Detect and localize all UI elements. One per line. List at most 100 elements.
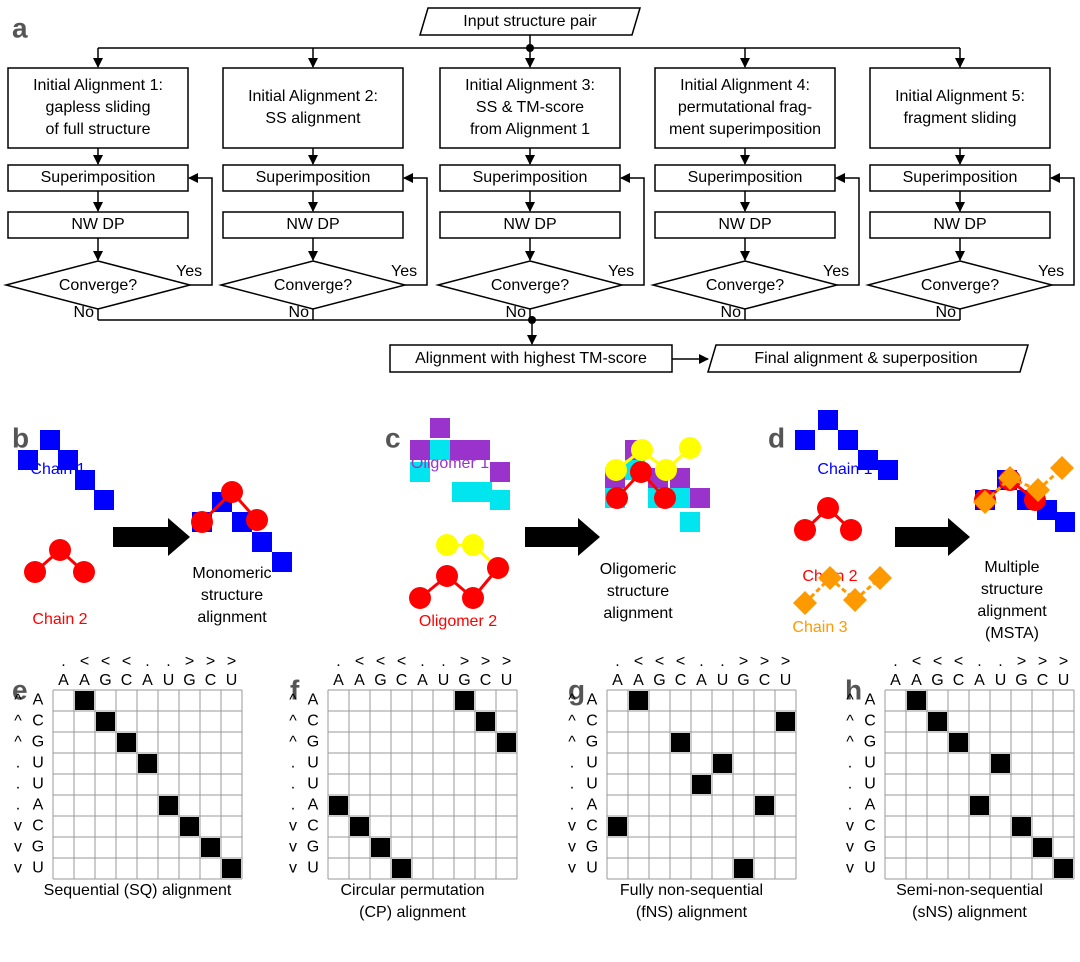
residue-circle [246, 509, 268, 531]
residue-diamond [973, 490, 997, 514]
residue-circle [462, 534, 484, 556]
top-structure: < [122, 653, 131, 670]
top-structure: < [634, 653, 643, 670]
no-label: No [74, 304, 95, 321]
residue-circle [655, 459, 677, 481]
residue-square [94, 490, 114, 510]
converge-text: Converge? [706, 277, 784, 294]
connector [403, 173, 428, 286]
top-sequence: G [374, 672, 386, 689]
dp-box [654, 211, 836, 239]
left-sequence: U [864, 755, 876, 772]
connector [620, 173, 645, 286]
big-arrow [895, 518, 970, 556]
left-structure: v [289, 839, 297, 856]
residue-circle [654, 487, 676, 509]
chain-label: Chain 1 [30, 461, 85, 478]
residue-circle [817, 497, 839, 519]
residue-square [410, 440, 430, 460]
matrix-caption: (fNS) alignment [636, 904, 748, 921]
residue-square [472, 482, 492, 502]
left-structure: v [289, 860, 297, 877]
left-sequence: U [864, 860, 876, 877]
left-sequence: G [307, 839, 319, 856]
residue-square [818, 410, 838, 430]
top-structure: > [1038, 653, 1047, 670]
result-text: alignment [197, 609, 267, 626]
dp-text: NW DP [503, 216, 556, 233]
top-structure: > [460, 653, 469, 670]
residue-circle [409, 587, 431, 609]
initial-text: gapless sliding [46, 99, 151, 116]
initial-text: ment superimposition [669, 121, 821, 138]
left-sequence: U [307, 776, 319, 793]
chain-label: Chain 1 [817, 461, 872, 478]
aligned-cell [138, 754, 157, 773]
aligned-cell [970, 796, 989, 815]
aligned-cell [392, 859, 411, 878]
residue-circle [436, 565, 458, 587]
residue-square [470, 440, 490, 460]
dp-text: NW DP [286, 216, 339, 233]
residue-square [410, 462, 430, 482]
left-sequence: G [864, 839, 876, 856]
residue-diamond [1050, 456, 1074, 480]
left-sequence: U [586, 755, 598, 772]
aligned-cell [734, 859, 753, 878]
aligned-cell [455, 691, 474, 710]
left-sequence: U [307, 860, 319, 877]
aligned-cell [755, 796, 774, 815]
panel-label: a [12, 12, 28, 43]
top-sequence: A [974, 672, 985, 689]
residue-square [690, 488, 710, 508]
left-sequence: U [586, 860, 598, 877]
residue-square [680, 512, 700, 532]
left-structure: ^ [289, 734, 297, 751]
residue-circle [73, 561, 95, 583]
top-structure: < [376, 653, 385, 670]
left-sequence: U [32, 755, 44, 772]
residue-diamond [793, 591, 817, 615]
top-sequence: U [438, 672, 450, 689]
left-sequence: A [33, 692, 44, 709]
residue-square [838, 430, 858, 450]
left-structure: ^ [14, 713, 22, 730]
residue-circle [840, 519, 862, 541]
top-sequence: C [205, 672, 217, 689]
result-text: structure [981, 581, 1043, 598]
left-structure: v [289, 818, 297, 835]
aligned-cell [776, 712, 795, 731]
left-structure: ^ [568, 713, 576, 730]
selection-text: Alignment with highest TM-score [415, 350, 647, 367]
left-structure: v [568, 860, 576, 877]
residue-diamond [1026, 478, 1050, 502]
aligned-cell [991, 754, 1010, 773]
top-structure: . [420, 653, 424, 670]
panel-label: e [12, 674, 28, 705]
left-structure: ^ [568, 734, 576, 751]
left-structure: . [848, 797, 852, 814]
top-structure: > [739, 653, 748, 670]
output-box [706, 344, 1030, 373]
panel-label: b [12, 422, 29, 453]
left-sequence: G [32, 839, 44, 856]
result-text: Multiple [984, 559, 1039, 576]
matrix-caption: (sNS) alignment [912, 904, 1027, 921]
aligned-cell [497, 733, 516, 752]
aligned-cell [201, 838, 220, 857]
left-sequence: A [865, 797, 876, 814]
top-sequence: U [163, 672, 175, 689]
residue-circle [436, 534, 458, 556]
left-sequence: C [864, 818, 876, 835]
left-structure: . [16, 755, 20, 772]
residue-square [252, 532, 272, 552]
top-structure: > [1017, 653, 1026, 670]
left-sequence: A [33, 797, 44, 814]
left-structure: ^ [568, 692, 576, 709]
left-structure: . [570, 797, 574, 814]
left-sequence: A [587, 797, 598, 814]
aligned-cell [75, 691, 94, 710]
connector [188, 173, 213, 286]
left-structure: . [16, 776, 20, 793]
